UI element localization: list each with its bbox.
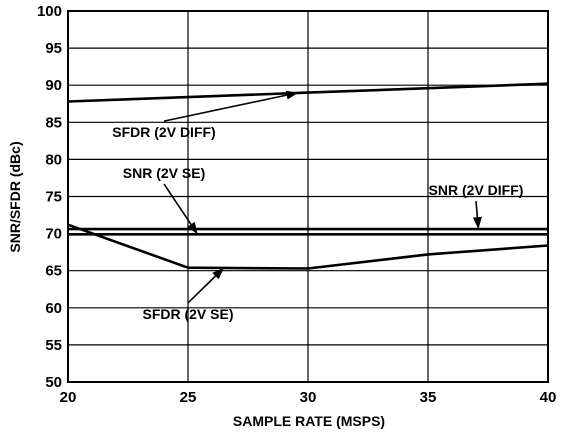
x-axis-title: SAMPLE RATE (MSPS) (233, 413, 385, 429)
annotation-leader (163, 94, 287, 122)
y-tick-label: 50 (45, 374, 62, 391)
annotation-label: SFDR (2V DIFF) (112, 124, 215, 140)
series-line-sfdr-2v-se (67, 223, 549, 270)
arrowhead-icon (285, 90, 299, 100)
y-tick-label: 75 (45, 189, 62, 206)
y-tick-label: 65 (45, 263, 62, 280)
arrowhead-icon (472, 216, 482, 230)
annotations: SFDR (2V DIFF) SNR (2V SE) SNR (2V DIFF) SF… (112, 90, 524, 322)
annotation-label: SFDR (2V SE) (142, 306, 233, 322)
annotation-leader (475, 200, 479, 218)
x-tick-label: 35 (420, 389, 437, 406)
y-tick-label: 90 (45, 77, 62, 94)
y-tick-label: 80 (45, 151, 62, 168)
tick-labels: 20 25 30 35 40 50 55 60 65 70 75 80 85 90 95 100 (37, 3, 556, 406)
annotation-leader (187, 275, 216, 304)
x-tick-label: 25 (180, 389, 197, 406)
x-tick-label: 30 (300, 389, 317, 406)
y-tick-label: 95 (45, 40, 62, 57)
annotation-label: SNR (2V SE) (123, 165, 205, 181)
arrowhead-icon (187, 221, 198, 235)
y-tick-label: 100 (37, 3, 62, 20)
series-line-sfdr-2v-diff (67, 82, 549, 103)
y-axis-title: SNR/SFDR (dBc) (7, 141, 23, 252)
y-tick-label: 85 (45, 114, 62, 131)
arrowhead-icon (212, 267, 224, 280)
plot-frame (67, 10, 549, 383)
annotation-label: SNR (2V DIFF) (429, 182, 524, 198)
x-tick-label: 20 (60, 389, 77, 406)
y-tick-label: 60 (45, 300, 62, 317)
y-tick-label: 55 (45, 337, 62, 354)
y-tick-label: 70 (45, 226, 62, 243)
annotation-leader (163, 183, 192, 225)
series-layer (67, 82, 549, 270)
x-tick-label: 40 (540, 389, 557, 406)
